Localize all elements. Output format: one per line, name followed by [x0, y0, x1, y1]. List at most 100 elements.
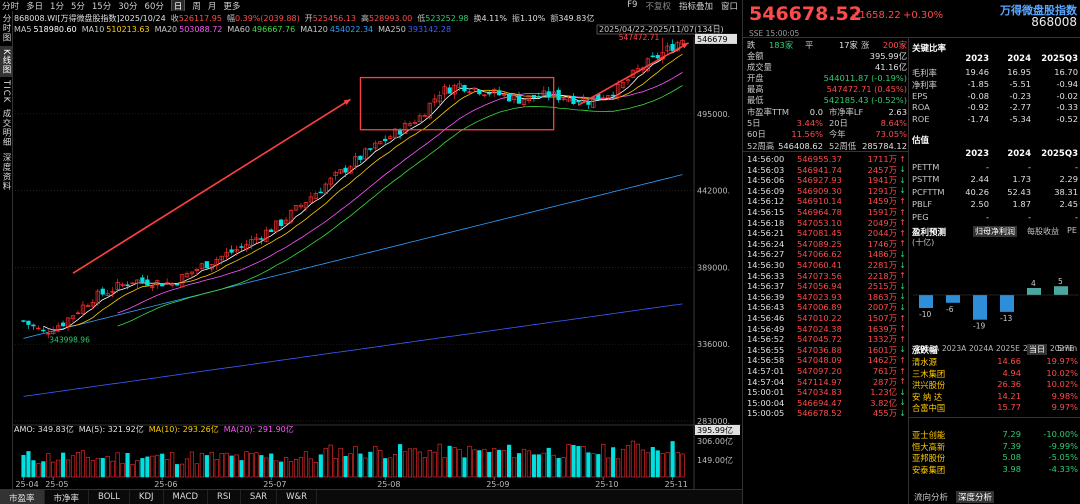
loser-row[interactable]: 安泰集团 3.98 -4.33% [909, 464, 1080, 475]
candle-58[interactable] [308, 192, 314, 203]
candle-45[interactable] [244, 239, 249, 252]
candle-49[interactable] [264, 226, 269, 243]
candle-43[interactable] [234, 245, 239, 256]
tick-row[interactable]: 14:56:58 547048.09 1462万 ↑ [743, 355, 909, 365]
candle-28[interactable] [160, 282, 165, 287]
candle-38[interactable] [209, 264, 214, 273]
candle-13[interactable] [85, 303, 91, 308]
loser-row[interactable]: 恒大高新 7.39 -9.99% [909, 441, 1080, 452]
candle-40[interactable] [219, 255, 224, 265]
date-range-box[interactable] [596, 24, 720, 35]
tick-row[interactable]: 15:00:04 546694.47 3.82亿 ↓ [743, 398, 909, 408]
candle-10[interactable] [70, 315, 76, 324]
candle-67[interactable] [353, 152, 358, 170]
candle-106[interactable] [546, 87, 551, 101]
candle-105[interactable] [541, 86, 546, 97]
candle-108[interactable] [556, 87, 561, 103]
timeframe-tab-0[interactable]: 分时 [2, 1, 20, 12]
candle-117[interactable] [601, 94, 606, 100]
candle-16[interactable] [100, 286, 105, 297]
candle-27[interactable] [155, 279, 160, 289]
timeframe-tab-8[interactable]: 周 [192, 1, 201, 12]
timeframe-tab-10[interactable]: 更多 [223, 1, 241, 12]
candle-84[interactable] [437, 91, 442, 107]
candle-54[interactable] [288, 208, 294, 225]
candle-59[interactable] [313, 191, 318, 199]
candle-111[interactable] [571, 93, 576, 105]
candle-73[interactable] [383, 135, 388, 146]
candle-7[interactable] [56, 322, 61, 333]
candle-48[interactable] [259, 236, 264, 245]
gainer-row[interactable]: 清水源 14.66 19.97% [909, 356, 1080, 367]
candle-118[interactable] [606, 95, 611, 101]
candle-93[interactable] [482, 94, 487, 97]
candle-51[interactable] [274, 220, 279, 234]
analysis-tab-1[interactable]: 深度分析 [956, 491, 995, 503]
tick-row[interactable]: 14:56:24 547089.25 1746万 ↑ [743, 239, 909, 249]
candle-23[interactable] [135, 279, 140, 289]
candle-0[interactable] [21, 320, 26, 323]
candle-25[interactable] [145, 275, 150, 287]
candle-69[interactable] [363, 147, 368, 161]
candle-65[interactable] [343, 165, 348, 178]
candle-109[interactable] [561, 98, 566, 102]
candle-5[interactable] [46, 328, 51, 339]
candle-122[interactable] [625, 76, 631, 85]
indicator-tab-1[interactable]: 市净率 [45, 490, 90, 504]
candle-71[interactable] [373, 140, 378, 151]
candle-103[interactable] [531, 94, 536, 102]
view-tab-1[interactable]: K线图 [0, 45, 12, 78]
gainer-row[interactable]: 洪兴股份 26.36 10.02% [909, 379, 1080, 390]
candle-34[interactable] [189, 271, 195, 278]
candle-3[interactable] [36, 325, 41, 330]
candle-77[interactable] [402, 120, 408, 134]
candle-1[interactable] [26, 320, 31, 329]
tick-row[interactable]: 14:56:39 547023.93 1863万 ↓ [743, 292, 909, 302]
no-adjust-toggle[interactable]: 不复权 [645, 2, 671, 12]
candle-81[interactable] [422, 113, 427, 117]
view-tab-2[interactable]: TICK [1, 80, 11, 104]
candle-4[interactable] [41, 327, 46, 333]
candle-11[interactable] [75, 310, 81, 315]
analysis-tab-0[interactable]: 流向分析 [914, 493, 949, 503]
candle-55[interactable] [293, 205, 299, 211]
candlestick-chart[interactable]: 868008.WI[万得微盘股指数]2025/10/24 收526117.95 幅0… [13, 11, 741, 489]
candle-46[interactable] [249, 235, 254, 250]
indicator-tab-6[interactable]: SAR [241, 490, 278, 504]
candle-101[interactable] [521, 99, 527, 107]
candle-2[interactable] [31, 323, 36, 330]
candle-110[interactable] [566, 96, 571, 103]
candle-78[interactable] [407, 121, 413, 127]
candle-85[interactable] [442, 83, 447, 99]
candle-33[interactable] [184, 271, 190, 278]
candle-100[interactable] [516, 91, 522, 104]
indicator-tab-4[interactable]: MACD [164, 490, 208, 504]
candle-131[interactable] [670, 39, 675, 52]
gainers-tab-0[interactable]: 当日 [1027, 344, 1047, 355]
candle-8[interactable] [60, 320, 66, 327]
candle-66[interactable] [348, 165, 353, 174]
candle-98[interactable] [506, 92, 512, 103]
candle-127[interactable] [650, 52, 655, 58]
tick-row[interactable]: 14:56:03 546941.74 2457万 ↓ [743, 165, 909, 175]
candle-14[interactable] [90, 298, 95, 310]
view-tab-3[interactable]: 成交明细 [1, 109, 11, 148]
indicator-tab-3[interactable]: KDJ [130, 490, 164, 504]
candle-57[interactable] [303, 202, 309, 212]
candle-20[interactable] [120, 282, 125, 288]
candle-119[interactable] [611, 91, 616, 100]
candle-56[interactable] [298, 203, 304, 210]
tick-row[interactable]: 14:56:30 547060.41 2281万 ↓ [743, 260, 909, 270]
tick-row[interactable]: 14:56:43 547006.89 2007万 ↓ [743, 302, 909, 312]
candle-90[interactable] [467, 89, 472, 96]
candle-47[interactable] [254, 233, 259, 244]
candle-83[interactable] [432, 94, 437, 107]
candle-94[interactable] [487, 90, 492, 97]
tick-row[interactable]: 15:00:01 547034.83 1.23亿 ↓ [743, 387, 909, 397]
candle-15[interactable] [95, 288, 100, 306]
candle-30[interactable] [170, 281, 175, 288]
candle-60[interactable] [318, 187, 323, 194]
tick-row[interactable]: 14:57:01 547097.20 761万 ↑ [743, 366, 909, 376]
gainer-row[interactable]: 安 纳 达 14.21 9.98% [909, 391, 1080, 402]
tick-row[interactable]: 14:57:04 547114.97 287万 ↑ [743, 377, 909, 387]
